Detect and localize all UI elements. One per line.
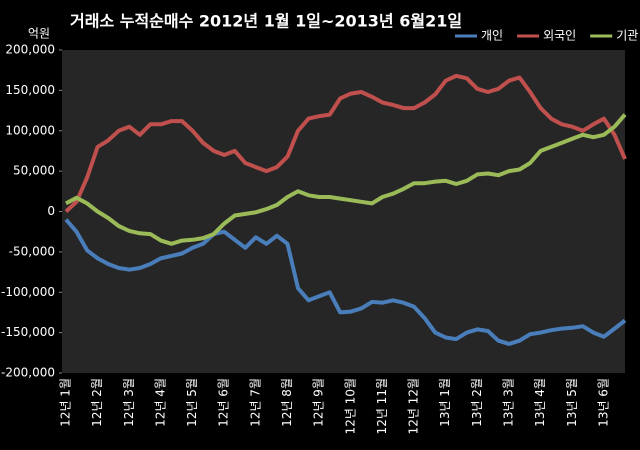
x-tick-label: 12년 8월 xyxy=(280,378,294,427)
x-tick-label: 12년 7월 xyxy=(248,378,262,427)
y-tick-label: 50,000 xyxy=(13,164,55,178)
x-tick-label: 12년 12월 xyxy=(407,378,421,434)
x-tick-label: 12년 1월 xyxy=(59,378,73,427)
plot-area xyxy=(62,50,625,373)
y-tick-label: -200,000 xyxy=(1,366,55,380)
x-tick-label: 13년 6월 xyxy=(596,378,610,427)
legend-label: 개인 xyxy=(481,29,503,43)
y-tick-label: -150,000 xyxy=(1,325,55,339)
x-tick-label: 12년 5월 xyxy=(185,378,199,427)
series-line xyxy=(65,113,627,246)
x-tick-label: 12년 4월 xyxy=(153,378,167,427)
y-tick-label: -50,000 xyxy=(9,244,55,258)
x-tick-label: 13년 2월 xyxy=(470,378,484,427)
x-tick-label: 12년 11월 xyxy=(375,378,389,434)
x-tick-label: 12년 10월 xyxy=(343,378,357,434)
x-tick-label: 13년 3월 xyxy=(501,378,515,427)
x-tick-label: 12년 9월 xyxy=(312,378,326,427)
y-tick-label: 100,000 xyxy=(5,123,55,137)
x-tick-label: 12년 2월 xyxy=(90,378,104,427)
series-line xyxy=(64,73,627,213)
chart-title: 거래소 누적순매수 2012년 1월 1일~2013년 6월21일 xyxy=(70,12,462,31)
x-tick-label: 13년 4월 xyxy=(533,378,547,427)
y-unit: 억원 xyxy=(28,27,50,41)
x-tick-label: 13년 5월 xyxy=(565,378,579,427)
y-tick-label: 150,000 xyxy=(5,83,55,97)
series-line xyxy=(64,218,627,346)
x-tick-label: 13년 1월 xyxy=(438,378,452,427)
y-tick-label: 0 xyxy=(47,204,55,218)
y-tick-label: -100,000 xyxy=(1,285,55,299)
x-tick-label: 12년 3월 xyxy=(122,378,136,427)
x-tick-label: 12년 6월 xyxy=(217,378,231,427)
legend-label: 외국인 xyxy=(543,29,576,43)
legend-label: 기관 xyxy=(616,29,638,43)
y-tick-label: 200,000 xyxy=(5,43,55,57)
